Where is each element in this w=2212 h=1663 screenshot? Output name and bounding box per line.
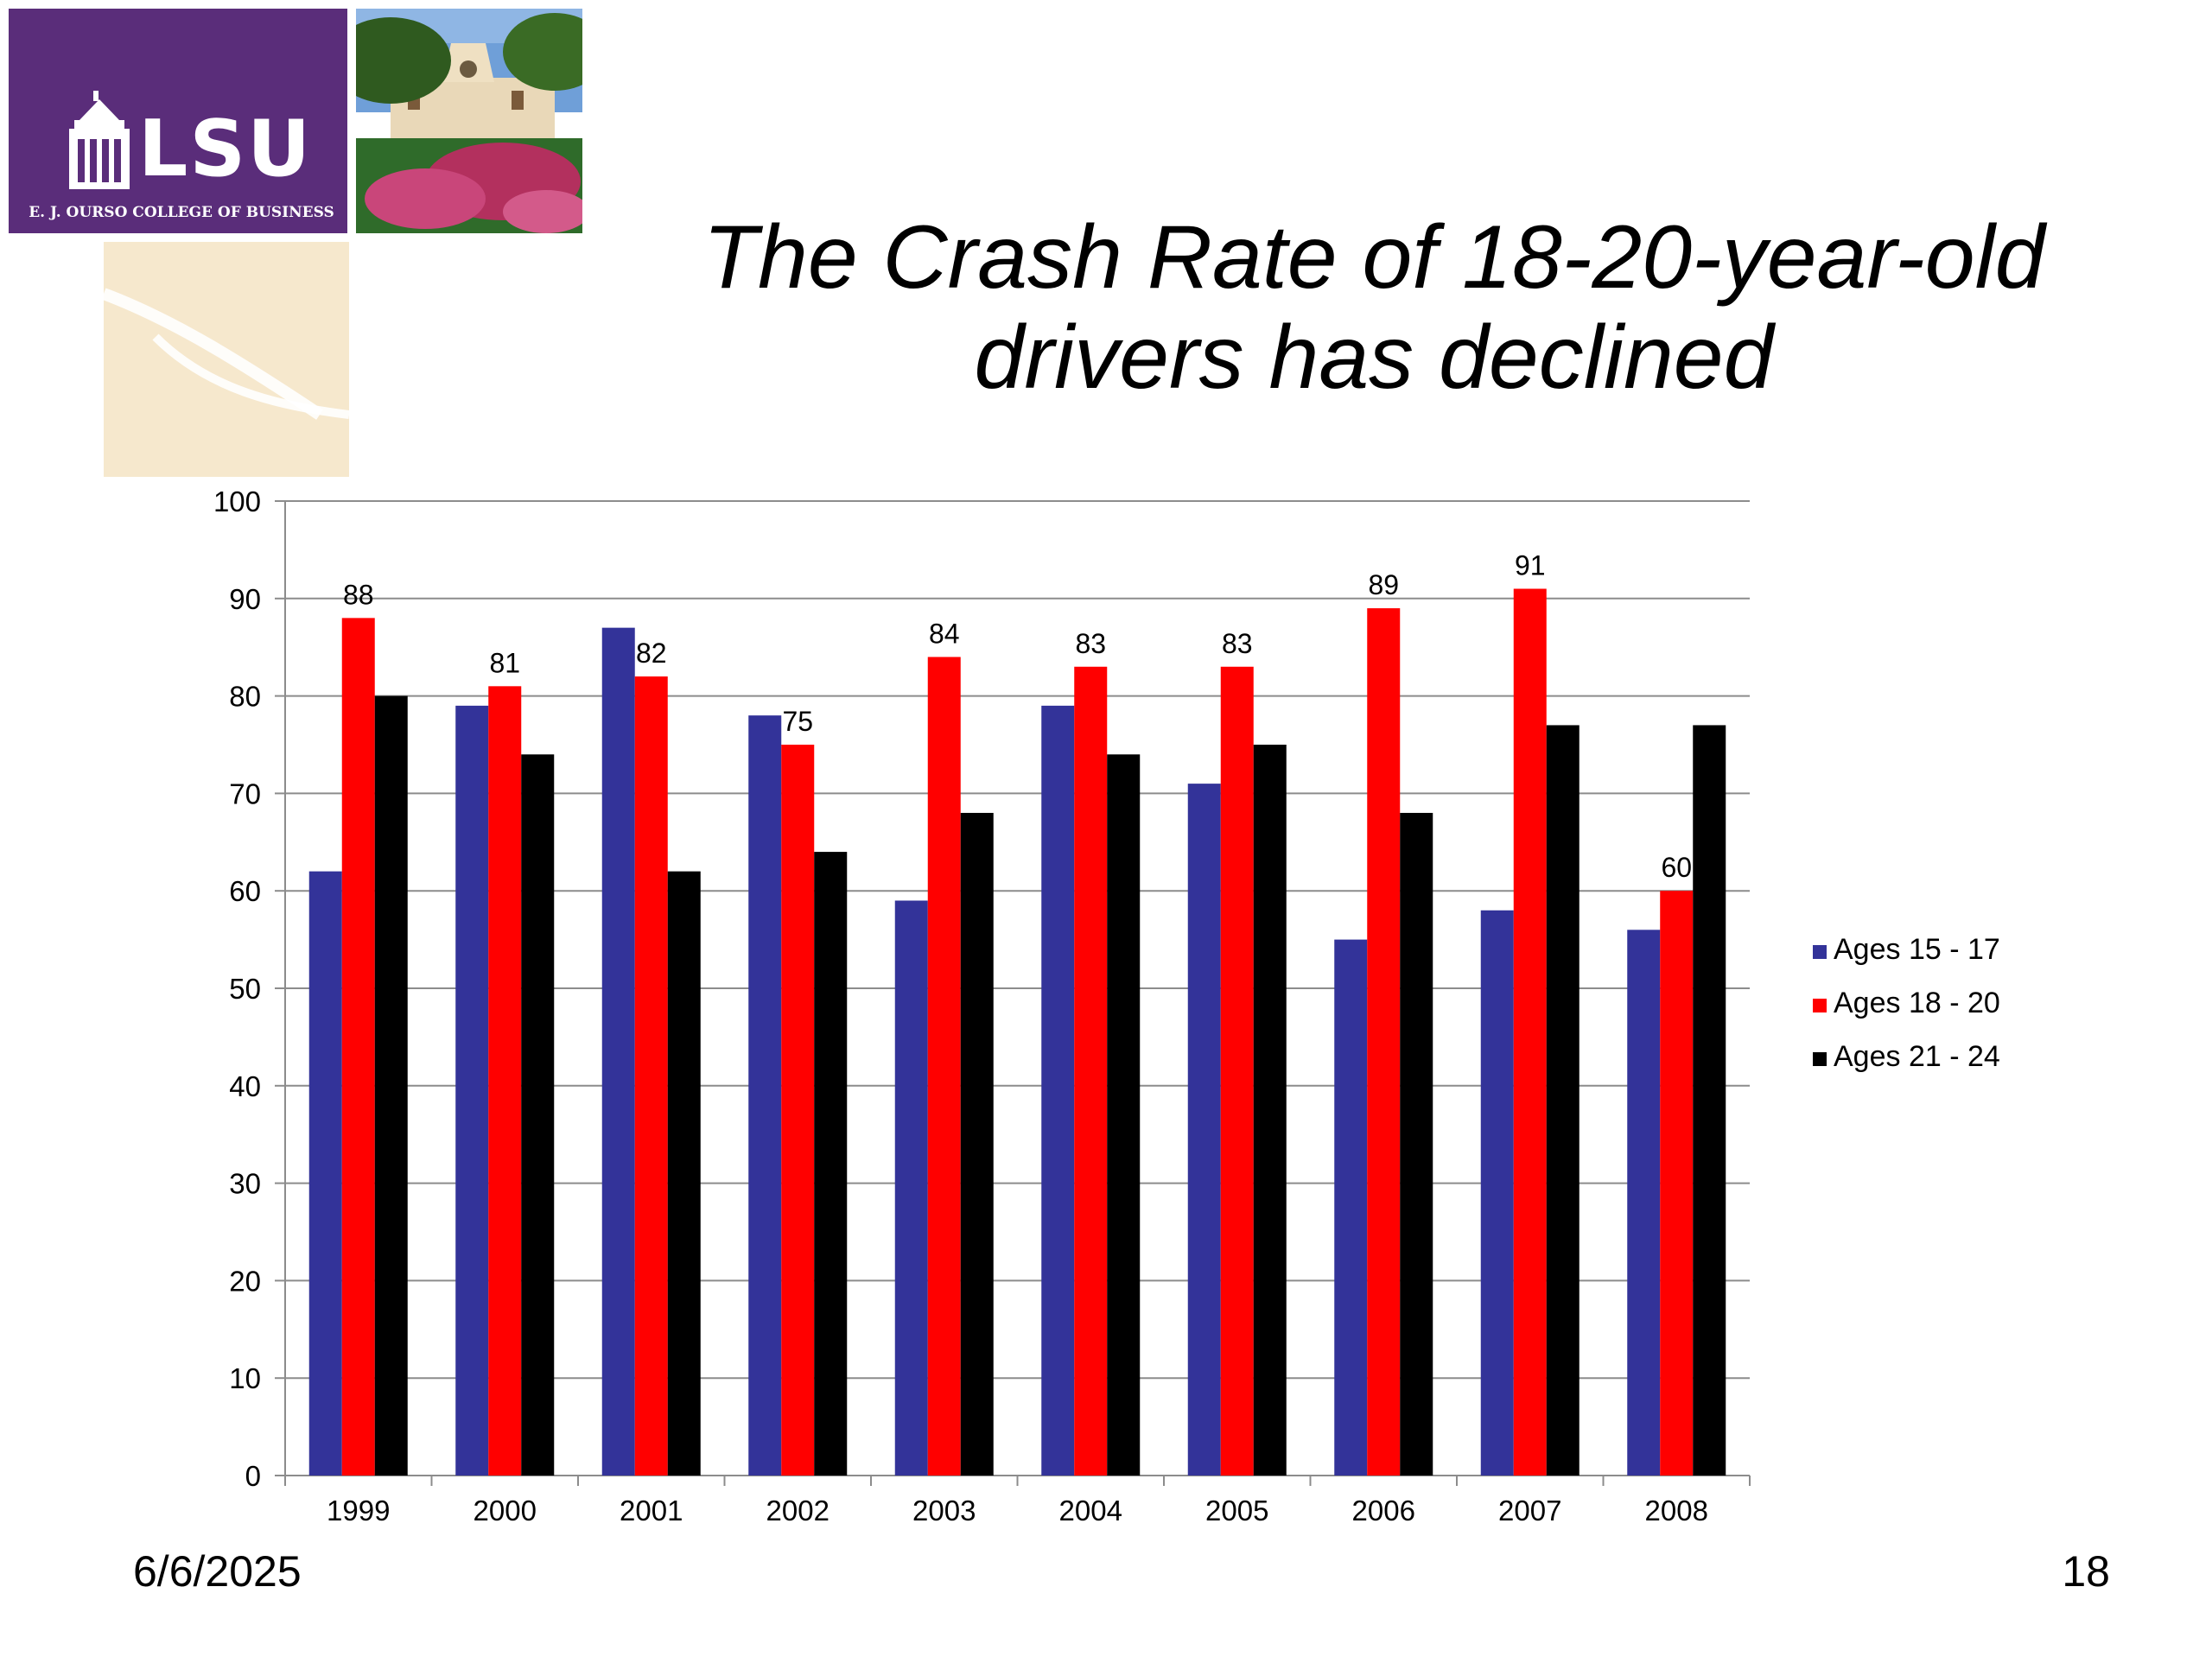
bar-ages-15-17-2002 [748, 715, 782, 1476]
bar-ages-18-20-2000 [488, 686, 522, 1476]
legend-label: Ages 21 - 24 [1834, 1040, 2000, 1073]
data-label: 75 [782, 706, 813, 737]
y-tick-label: 30 [229, 1168, 261, 1200]
bar-ages-21-24-2006 [1400, 812, 1433, 1476]
bar-ages-21-24-2002 [814, 852, 848, 1476]
y-tick-label: 40 [229, 1070, 261, 1102]
bar-ages-21-24-1999 [374, 695, 408, 1476]
data-label: 81 [489, 647, 520, 678]
logo-subtitle: E. J. OURSO COLLEGE OF BUSINESS [29, 204, 334, 221]
bar-ages-18-20-2003 [927, 657, 961, 1476]
bar-ages-18-20-2005 [1220, 666, 1254, 1476]
data-label: 82 [636, 638, 667, 669]
x-tick-label: 2005 [1205, 1495, 1268, 1527]
title-line-2: drivers has declined [974, 308, 1774, 408]
legend-label: Ages 15 - 17 [1834, 933, 2000, 966]
bar-ages-15-17-1999 [308, 871, 342, 1476]
x-tick-label: 2001 [620, 1495, 683, 1527]
bar-ages-18-20-2007 [1513, 588, 1547, 1476]
y-tick-label: 50 [229, 973, 261, 1005]
building-icon [69, 91, 130, 189]
decorative-swoosh [104, 242, 349, 477]
x-tick-label: 2003 [912, 1495, 976, 1527]
y-tick-label: 70 [229, 778, 261, 809]
slide-title: The Crash Rate of 18-20-year-old drivers… [657, 207, 2091, 408]
campus-photo [356, 9, 582, 233]
data-label: 60 [1661, 852, 1692, 883]
bar-ages-15-17-2000 [455, 705, 489, 1476]
bar-ages-18-20-2002 [781, 745, 815, 1476]
bar-ages-21-24-2007 [1546, 725, 1580, 1476]
bar-ages-15-17-2008 [1627, 930, 1661, 1476]
bar-ages-21-24-2001 [667, 871, 701, 1476]
x-tick-label: 2002 [766, 1495, 830, 1527]
bar-ages-15-17-2001 [601, 627, 635, 1476]
x-tick-label: 2000 [474, 1495, 537, 1527]
lsu-logo: LSU E. J. OURSO COLLEGE OF BUSINESS [9, 9, 347, 233]
x-tick-label: 2006 [1352, 1495, 1415, 1527]
bar-ages-21-24-2003 [960, 812, 994, 1476]
bar-ages-21-24-2005 [1253, 745, 1287, 1476]
logo-text: LSU [138, 104, 313, 194]
page-number: 18 [2062, 1547, 2110, 1596]
y-tick-label: 100 [213, 486, 261, 517]
y-tick-label: 80 [229, 681, 261, 713]
title-line-1: The Crash Rate of 18-20-year-old [702, 207, 2045, 308]
bar-ages-18-20-2001 [634, 676, 668, 1476]
data-label: 89 [1368, 569, 1399, 600]
legend-swatch [1813, 1052, 1827, 1066]
bar-ages-18-20-2004 [1074, 666, 1108, 1476]
x-tick-label: 1999 [327, 1495, 390, 1527]
bar-ages-15-17-2004 [1041, 705, 1075, 1476]
bar-ages-15-17-2006 [1334, 939, 1368, 1476]
y-tick-label: 10 [229, 1362, 261, 1394]
bar-ages-18-20-1999 [341, 618, 375, 1476]
bar-ages-21-24-2000 [521, 754, 555, 1476]
y-tick-label: 20 [229, 1265, 261, 1297]
data-label: 83 [1222, 628, 1253, 659]
legend-swatch [1813, 945, 1827, 959]
bar-ages-18-20-2008 [1660, 891, 1694, 1476]
bar-ages-21-24-2004 [1107, 754, 1141, 1476]
bar-ages-21-24-2008 [1693, 725, 1726, 1476]
legend-swatch [1813, 999, 1827, 1012]
y-tick-label: 60 [229, 875, 261, 907]
bar-ages-15-17-2005 [1187, 784, 1221, 1476]
data-label: 83 [1075, 628, 1106, 659]
x-tick-label: 2004 [1059, 1495, 1122, 1527]
data-label: 91 [1515, 550, 1546, 581]
x-tick-label: 2007 [1498, 1495, 1561, 1527]
bar-ages-18-20-2006 [1367, 608, 1401, 1476]
y-tick-label: 0 [245, 1460, 261, 1492]
bar-ages-15-17-2003 [894, 900, 928, 1476]
slide-date: 6/6/2025 [133, 1547, 302, 1596]
x-tick-label: 2008 [1645, 1495, 1708, 1527]
legend-label: Ages 18 - 20 [1834, 987, 2000, 1019]
data-label: 84 [929, 618, 960, 649]
bar-ages-15-17-2007 [1480, 910, 1514, 1476]
data-label: 88 [343, 579, 374, 610]
y-tick-label: 90 [229, 583, 261, 615]
